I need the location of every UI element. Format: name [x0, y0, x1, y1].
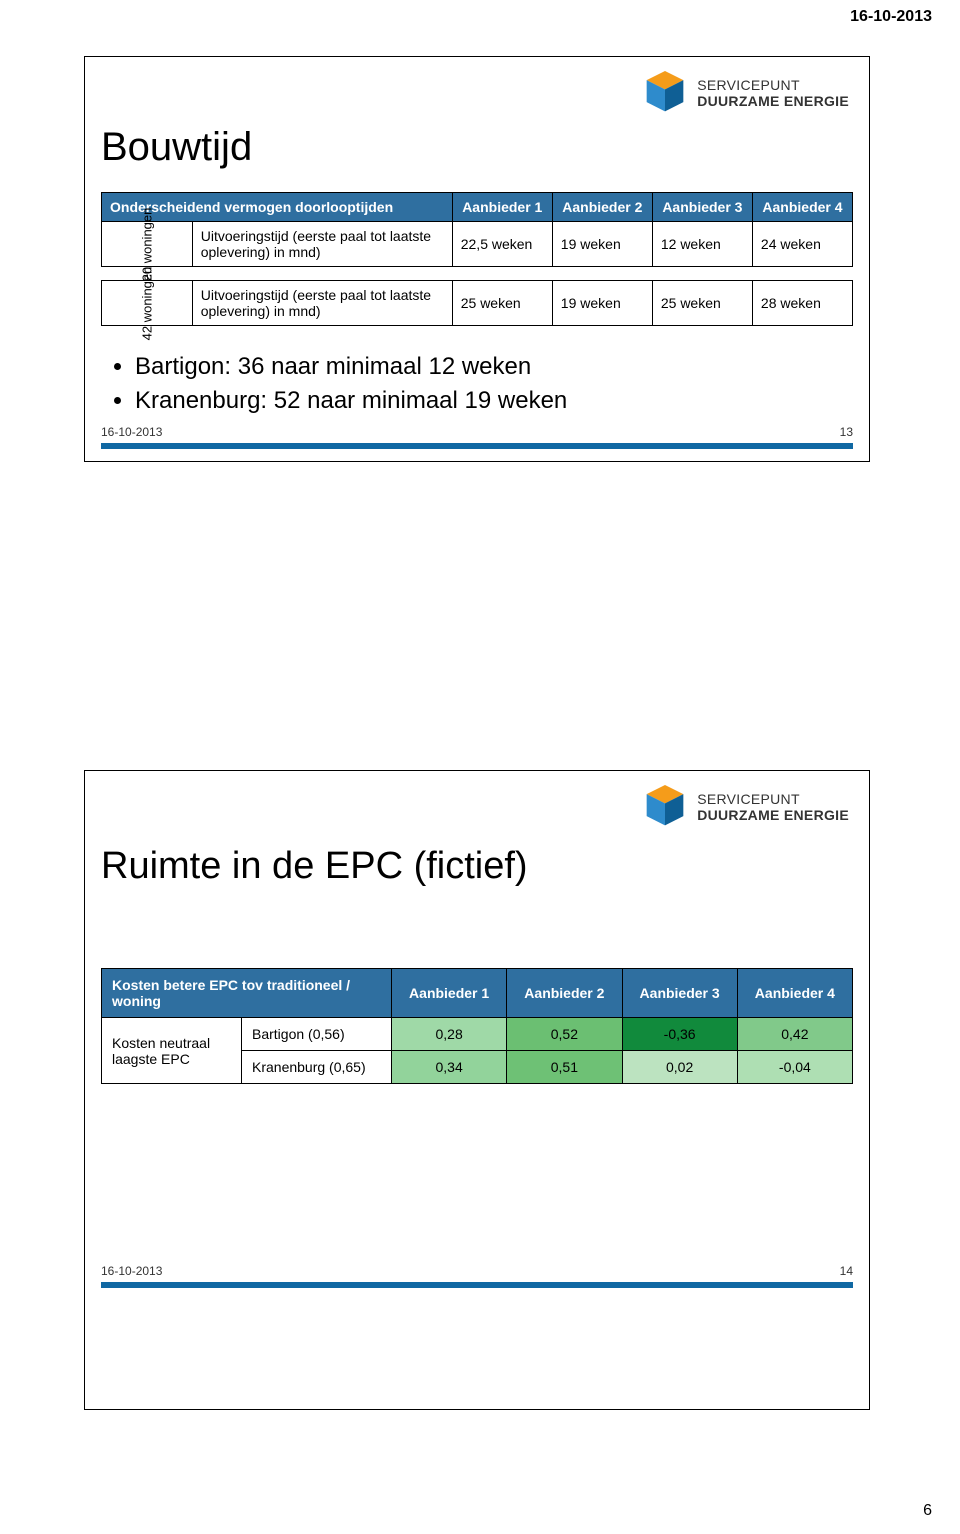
slide1-accent-bar	[101, 443, 853, 449]
bullet-kranenburg: Kranenburg: 52 naar minimaal 19 weken	[135, 384, 853, 418]
cell-20-3: 12 weken	[652, 222, 752, 267]
cell-42-3: 25 weken	[652, 281, 752, 326]
servicepunt-logo-icon	[643, 785, 687, 829]
bouwtijd-table: Onderscheidend vermogen doorlooptijden A…	[101, 192, 853, 326]
logo-text-line1: SERVICEPUNT	[697, 77, 849, 93]
row-label-42: Uitvoeringstijd (eerste paal tot laatste…	[192, 281, 452, 326]
slide2-title: Ruimte in de EPC (fictief)	[101, 845, 853, 888]
cell-42-2: 19 weken	[552, 281, 652, 326]
epc-r2c1: 0,34	[392, 1051, 507, 1084]
slide-bouwtijd: SERVICEPUNT DUURZAME ENERGIE Bouwtijd On…	[84, 56, 870, 462]
logo: SERVICEPUNT DUURZAME ENERGIE	[643, 71, 849, 115]
slide1-footer-date: 16-10-2013	[101, 425, 162, 439]
epc-col-3: Aanbieder 3	[622, 969, 737, 1018]
logo-text: SERVICEPUNT DUURZAME ENERGIE	[697, 77, 849, 109]
slide1-bullets: Bartigon: 36 naar minimaal 12 weken Kran…	[135, 350, 853, 417]
logo-text-line2: DUURZAME ENERGIE	[697, 93, 849, 109]
group-label-42-text: 42 woningen	[139, 267, 154, 341]
bullet-bartigon: Bartigon: 36 naar minimaal 12 weken	[135, 350, 853, 384]
slide1-footer-page: 13	[840, 425, 853, 439]
epc-row2-label: Kranenburg (0,65)	[242, 1051, 392, 1084]
page-header-date: 16-10-2013	[850, 8, 932, 26]
epc-r1c4: 0,42	[737, 1018, 852, 1051]
cell-42-4: 28 weken	[752, 281, 852, 326]
slide1-title: Bouwtijd	[101, 125, 853, 170]
page-number: 6	[923, 1502, 932, 1520]
logo-text-line2: DUURZAME ENERGIE	[697, 807, 849, 823]
logo-text: SERVICEPUNT DUURZAME ENERGIE	[697, 791, 849, 823]
logo-text-line1: SERVICEPUNT	[697, 791, 849, 807]
cell-20-2: 19 weken	[552, 222, 652, 267]
epc-r1c1: 0,28	[392, 1018, 507, 1051]
col-aanbieder1: Aanbieder 1	[452, 193, 552, 222]
epc-r2c2: 0,51	[507, 1051, 622, 1084]
slide2-accent-bar	[101, 1282, 853, 1288]
row-label-20: Uitvoeringstijd (eerste paal tot laatste…	[192, 222, 452, 267]
group-label-20: 20 woningen	[102, 222, 193, 267]
epc-table: Kosten betere EPC tov traditioneel / won…	[101, 968, 853, 1084]
epc-col-2: Aanbieder 2	[507, 969, 622, 1018]
slide-epc: SERVICEPUNT DUURZAME ENERGIE Ruimte in d…	[84, 770, 870, 1410]
epc-r2c4: -0,04	[737, 1051, 852, 1084]
logo: SERVICEPUNT DUURZAME ENERGIE	[643, 785, 849, 829]
epc-r1c2: 0,52	[507, 1018, 622, 1051]
cell-42-1: 25 weken	[452, 281, 552, 326]
col-aanbieder4: Aanbieder 4	[752, 193, 852, 222]
col-aanbieder3: Aanbieder 3	[652, 193, 752, 222]
cell-20-1: 22,5 weken	[452, 222, 552, 267]
cell-20-4: 24 weken	[752, 222, 852, 267]
col-aanbieder2: Aanbieder 2	[552, 193, 652, 222]
group-label-42: 42 woningen	[102, 281, 193, 326]
servicepunt-logo-icon	[643, 71, 687, 115]
epc-col-1: Aanbieder 1	[392, 969, 507, 1018]
epc-rowspan-label: Kosten neutraal laagste EPC	[102, 1018, 242, 1084]
slide2-footer-date: 16-10-2013	[101, 1264, 162, 1278]
slide2-footer-page: 14	[840, 1264, 853, 1278]
epc-header-c0: Kosten betere EPC tov traditioneel / won…	[102, 969, 392, 1018]
epc-col-4: Aanbieder 4	[737, 969, 852, 1018]
epc-row1-label: Bartigon (0,56)	[242, 1018, 392, 1051]
epc-r2c3: 0,02	[622, 1051, 737, 1084]
epc-r1c3: -0,36	[622, 1018, 737, 1051]
